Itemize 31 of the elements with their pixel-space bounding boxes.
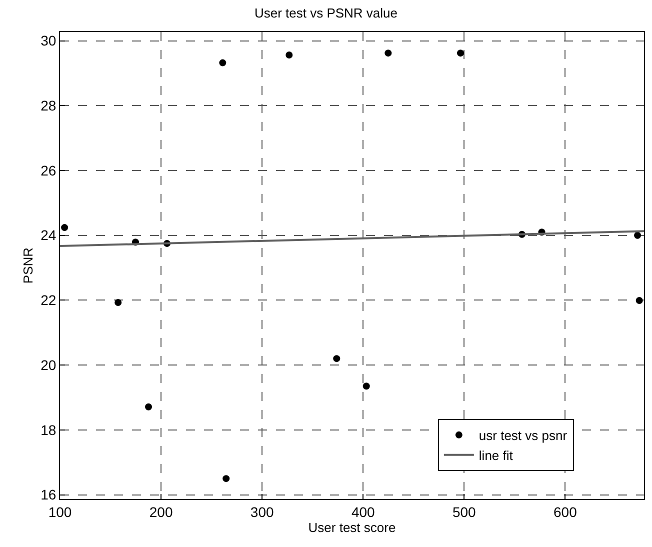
point xyxy=(114,298,122,306)
y-tick-label: 18 xyxy=(40,422,56,438)
x-tick-label: 600 xyxy=(554,504,578,520)
point xyxy=(61,224,68,232)
x-axis-title: User test score xyxy=(308,520,396,535)
x-tick-label: 100 xyxy=(48,504,72,520)
point xyxy=(362,382,370,390)
point xyxy=(219,59,226,66)
y-tick-label: 24 xyxy=(40,227,56,244)
point xyxy=(286,52,293,59)
y-tick-label: 20 xyxy=(40,356,56,373)
point xyxy=(457,50,464,57)
x-tick-label: 400 xyxy=(351,504,376,520)
y-axis-title: PSNR xyxy=(20,247,36,284)
y-tick-label: 30 xyxy=(40,32,56,49)
point xyxy=(145,403,152,410)
point xyxy=(333,355,340,362)
x-tick-label: 500 xyxy=(452,504,476,520)
y-tick-label: 28 xyxy=(40,98,56,114)
legend-label: usr test vs psnr xyxy=(478,428,568,443)
y-tick-label: 26 xyxy=(40,162,56,178)
chart-title: User test vs PSNR value xyxy=(254,5,398,20)
x-tick-label: 200 xyxy=(149,504,173,520)
point xyxy=(634,232,642,239)
y-tick-label: 22 xyxy=(40,292,56,308)
y-tick-label: 16 xyxy=(40,486,56,503)
legend-label: line fit xyxy=(478,448,514,463)
point xyxy=(384,50,392,57)
point xyxy=(222,475,230,482)
x-tick-label: 300 xyxy=(250,504,274,520)
point xyxy=(636,297,643,304)
